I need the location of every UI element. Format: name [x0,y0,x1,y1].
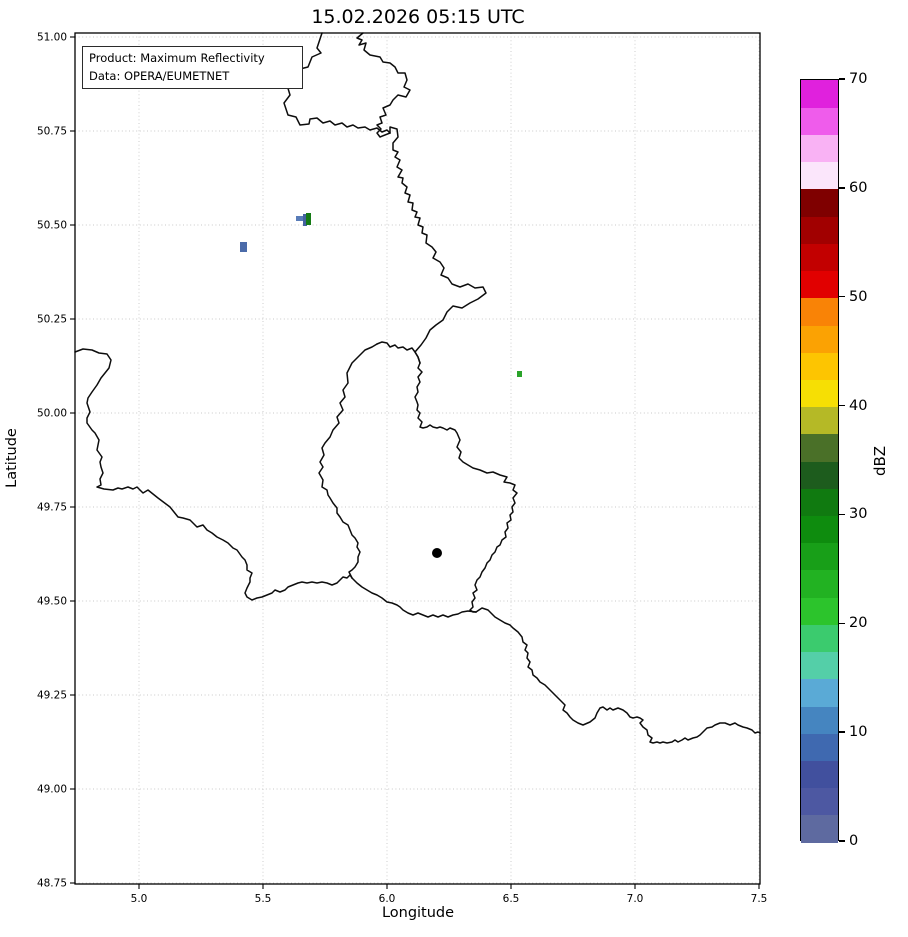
colorbar-label: dBZ [871,445,889,477]
colorbar-tick-label: 40 [849,397,868,414]
plot-title: 15.02.2026 05:15 UTC [311,6,525,28]
x-tick-label: 7.5 [751,893,768,905]
axis-ticks [70,36,760,889]
colorbar-tick [839,404,845,407]
gridlines [75,33,760,884]
radar-echoes [240,213,522,377]
colorbar-band [801,760,838,789]
plot-frame [74,32,761,885]
border-line [376,341,421,364]
y-tick-label: 49.50 [37,596,67,608]
colorbar-band [801,297,838,326]
colorbar-band [801,324,838,353]
colorbar-tick [839,296,845,298]
x-axis-label: Longitude [381,905,455,921]
colorbar [800,79,839,843]
y-tick-label: 50.00 [37,408,67,420]
colorbar-band [801,705,838,734]
colorbar-band [801,814,838,843]
colorbar-tick [839,840,845,842]
colorbar-tick-label: 20 [849,615,868,632]
colorbar-band [801,542,838,571]
colorbar-band [801,433,838,462]
border-line [356,32,411,138]
map-borders [74,32,761,744]
colorbar-band [801,379,838,408]
colorbar-band [801,651,838,680]
annotation-product-line: Product: Maximum Reflectivity [89,51,265,65]
colorbar-tick [839,513,845,516]
colorbar-band [801,188,838,217]
y-tick-label: 48.75 [37,878,67,890]
y-tick-label: 49.00 [37,784,67,796]
y-tick-label: 50.50 [37,220,67,232]
colorbar-band [801,161,838,190]
border-line [318,343,378,579]
x-tick-label: 5.5 [255,893,272,905]
colorbar-band [801,624,838,653]
colorbar-band [801,569,838,598]
colorbar-tick-label: 70 [849,70,868,87]
border-line [351,577,477,618]
border-line [475,607,761,744]
colorbar-tick [839,187,845,189]
colorbar-tick [839,731,845,733]
colorbar-tick [839,622,845,624]
colorbar-tick-label: 0 [849,832,859,849]
y-tick-label: 51.00 [37,32,67,44]
radar-site-marker [432,548,442,558]
colorbar-band [801,270,838,299]
radar-echo [306,213,311,225]
colorbar-band [801,461,838,489]
radar-echo [240,242,247,252]
colorbar-band [801,134,838,163]
border-line [74,348,353,601]
y-tick-label: 50.25 [37,314,67,326]
colorbar-band [801,216,838,244]
colorbar-band [801,352,838,380]
colorbar-band [801,243,838,272]
colorbar-band [801,80,838,108]
y-tick-label: 49.25 [37,690,67,702]
colorbar-band [801,107,838,136]
radar-echo [517,371,522,377]
colorbar-tick-label: 30 [849,506,868,523]
y-tick-label: 50.75 [37,126,67,138]
colorbar-tick-label: 50 [849,288,868,305]
colorbar-tick [839,78,845,80]
annotation-box: Product: Maximum Reflectivity Data: OPER… [82,46,303,89]
colorbar-tick-label: 60 [849,179,868,196]
colorbar-band [801,787,838,816]
annotation-data-line: Data: OPERA/EUMETNET [89,69,230,83]
border-line [389,126,487,364]
x-tick-label: 5.0 [131,893,148,905]
colorbar-band [801,406,838,435]
x-tick-label: 6.5 [503,893,520,905]
y-tick-label: 49.75 [37,502,67,514]
x-tick-label: 7.0 [627,893,644,905]
colorbar-band [801,597,838,625]
axis-tick-labels: 5.0 5.5 6.0 6.5 7.0 7.5 51.00 50.75 50.50 50.25 50… [37,32,767,906]
colorbar-band [801,515,838,544]
radar-echo [296,216,303,221]
x-tick-label: 6.0 [379,893,396,905]
colorbar-band [801,678,838,707]
colorbar-tick-label: 10 [849,723,868,740]
colorbar-band [801,488,838,517]
y-axis-label: Latitude [4,428,20,488]
radar-echo [303,214,307,226]
colorbar-band [801,733,838,761]
border-line [414,362,518,613]
